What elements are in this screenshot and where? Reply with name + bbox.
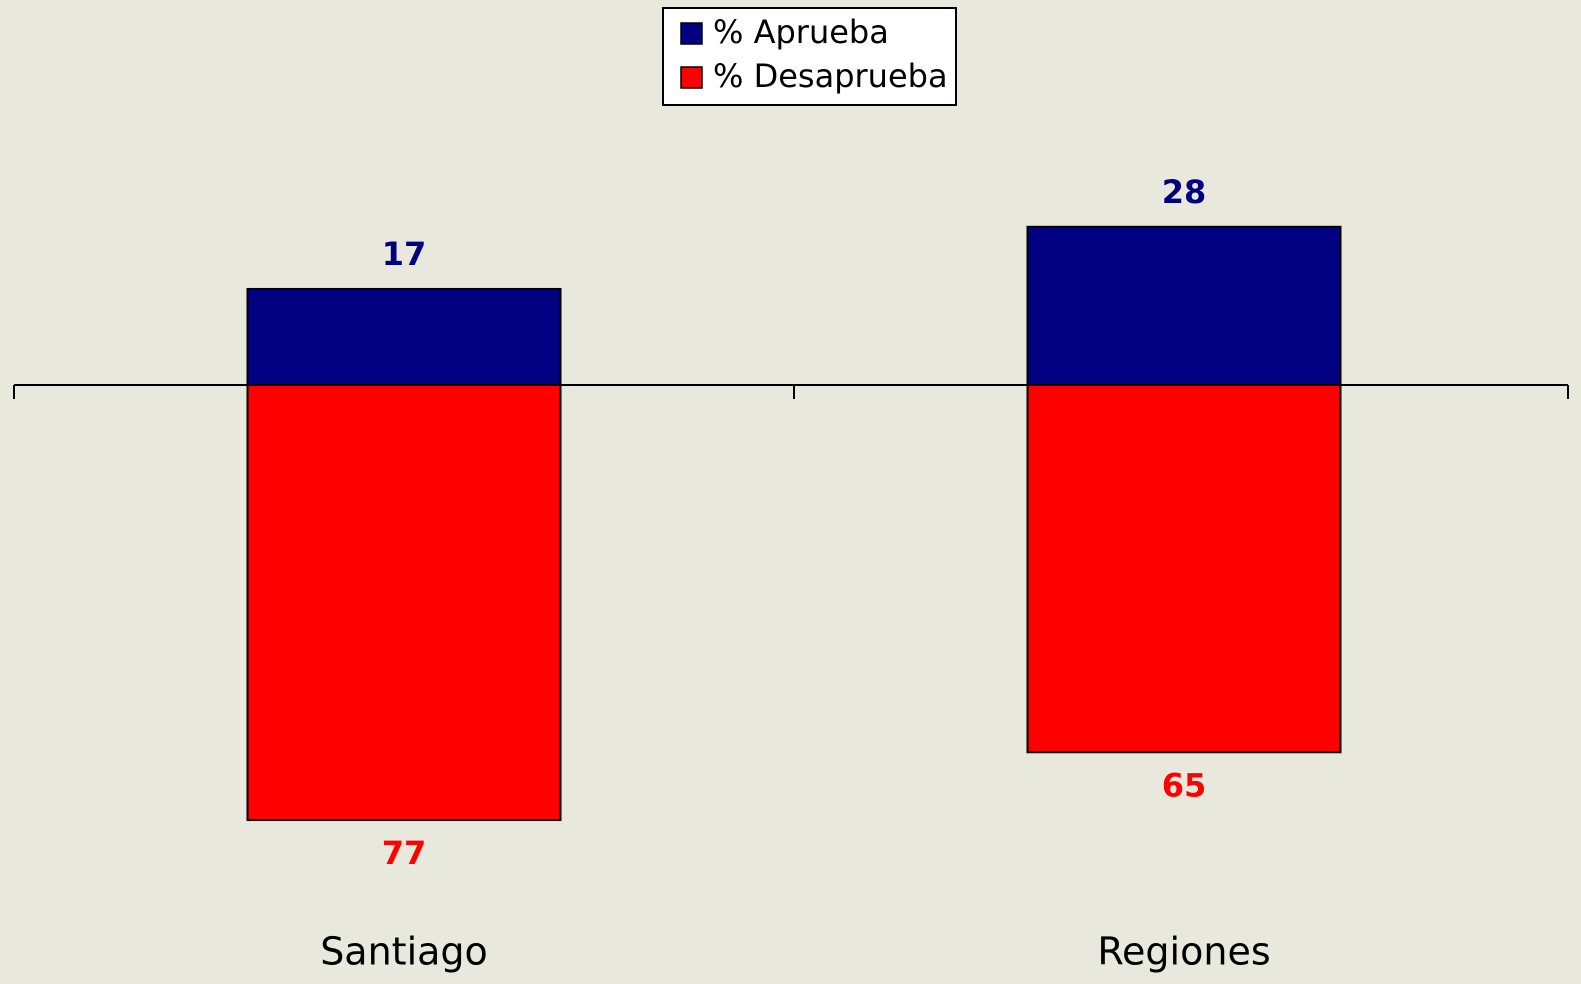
legend-label: % Aprueba [713,13,889,51]
legend-swatch [680,22,703,45]
legend-swatch [680,66,703,89]
x-tick-label: Santiago [320,930,488,974]
data-label: 17 [382,235,427,273]
bar [246,287,562,387]
data-label: 28 [1162,173,1207,211]
bar [246,384,562,822]
x-tick-label: Regiones [1097,930,1270,974]
legend-box [662,7,957,106]
bar [1026,225,1342,386]
data-label: 77 [382,834,427,872]
data-label: 65 [1162,766,1207,804]
legend-label: % Desaprueba [713,57,948,95]
bar [1026,384,1342,754]
